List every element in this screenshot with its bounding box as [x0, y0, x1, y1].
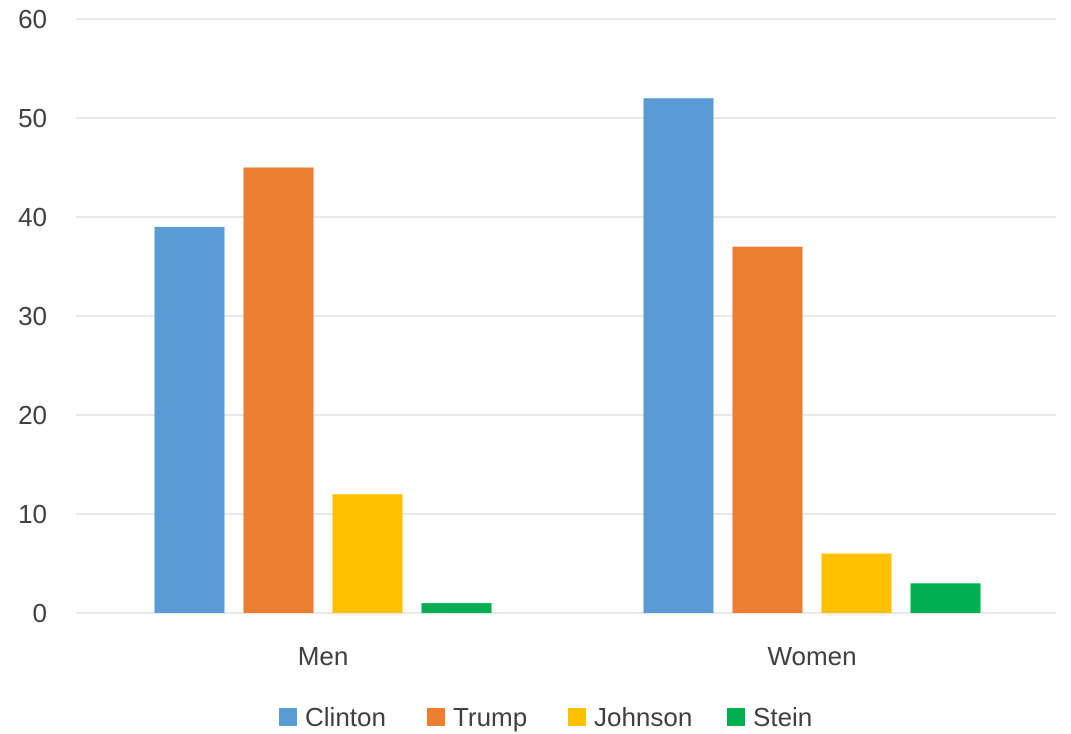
legend: Clinton Trump Johnson Stein — [279, 702, 812, 732]
y-tick-label: 30 — [18, 301, 47, 331]
y-tick-label: 60 — [18, 4, 47, 34]
bar-clinton-women — [643, 98, 714, 613]
y-axis-ticks: 0 10 20 30 40 50 60 — [18, 4, 47, 628]
x-category-label: Women — [767, 641, 856, 671]
bar-trump-men — [243, 167, 314, 613]
legend-label: Stein — [753, 702, 812, 732]
legend-item-clinton: Clinton — [279, 702, 386, 732]
bar-clinton-men — [154, 226, 225, 613]
legend-item-stein: Stein — [727, 702, 812, 732]
legend-item-johnson: Johnson — [568, 702, 692, 732]
x-category-label: Men — [298, 641, 349, 671]
bar-stein-women — [910, 583, 981, 613]
grid-layer — [76, 18, 1056, 614]
legend-swatch — [727, 708, 745, 726]
legend-swatch — [279, 708, 297, 726]
legend-swatch — [568, 708, 586, 726]
bar-johnson-women — [821, 553, 892, 613]
legend-swatch — [427, 708, 445, 726]
legend-label: Johnson — [594, 702, 692, 732]
bars — [154, 98, 981, 613]
y-tick-label: 40 — [18, 202, 47, 232]
y-tick-label: 20 — [18, 400, 47, 430]
bar-trump-women — [732, 246, 803, 613]
y-tick-label: 10 — [18, 499, 47, 529]
bar-stein-men — [421, 603, 492, 613]
y-tick-label: 0 — [33, 598, 47, 628]
legend-label: Trump — [453, 702, 527, 732]
legend-label: Clinton — [305, 702, 386, 732]
x-axis-categories: Men Women — [298, 641, 857, 671]
y-tick-label: 50 — [18, 103, 47, 133]
bar-johnson-men — [332, 494, 403, 613]
legend-item-trump: Trump — [427, 702, 527, 732]
